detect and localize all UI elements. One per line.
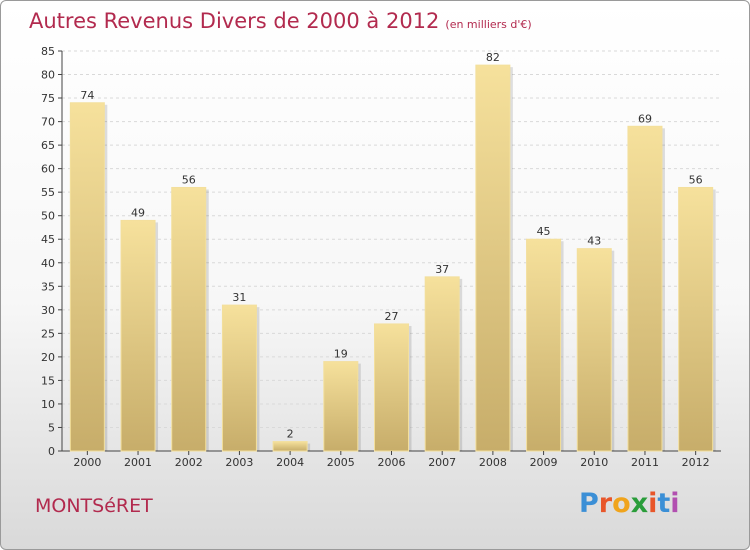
y-tick-label: 70 [41,116,55,129]
bar [120,219,156,452]
y-tick-label: 20 [41,351,55,364]
logo-letter: i [670,488,680,519]
x-tick-label: 2005 [327,456,355,469]
x-tick-label: 2008 [479,456,507,469]
data-label: 27 [385,310,399,323]
y-tick-label: 85 [41,45,55,58]
bar [272,441,308,452]
bar [627,125,663,452]
chart-title: Autres Revenus Divers de 2000 à 2012 (en … [29,9,532,33]
bar [475,64,511,452]
y-tick-label: 75 [41,92,55,105]
y-tick-label: 25 [41,327,55,340]
x-tick-label: 2007 [428,456,456,469]
y-tick-label: 50 [41,210,55,223]
logo-letter: t [657,488,671,519]
bar [576,248,612,452]
bar [171,186,207,452]
x-tick-label: 2012 [682,456,710,469]
data-label: 74 [80,89,94,102]
title-unit: (en milliers d'€) [445,18,532,31]
y-tick-label: 35 [41,280,55,293]
y-tick-label: 55 [41,186,55,199]
data-label: 43 [587,235,601,248]
data-label: 19 [334,348,348,361]
title-text: Autres Revenus Divers de 2000 à 2012 [29,9,440,33]
data-label: 37 [435,263,449,276]
x-tick-label: 2006 [378,456,406,469]
y-tick-label: 65 [41,139,55,152]
x-tick-label: 2003 [225,456,253,469]
y-tick-label: 15 [41,374,55,387]
logo-letter: i [648,488,658,519]
x-tick-label: 2010 [580,456,608,469]
y-tick-label: 0 [48,445,55,458]
data-label: 2 [287,428,294,441]
x-tick-label: 2004 [276,456,304,469]
data-label: 56 [689,173,703,186]
x-tick-label: 2011 [631,456,659,469]
x-tick-label: 2002 [175,456,203,469]
data-label: 45 [537,225,551,238]
bar [221,304,257,452]
data-label: 31 [232,291,246,304]
bar [424,276,460,452]
y-tick-label: 5 [48,421,55,434]
y-tick-label: 10 [41,398,55,411]
logo-letter: r [598,488,613,519]
data-label: 49 [131,206,145,219]
bar [374,323,409,452]
bar [323,361,359,452]
y-tick-label: 30 [41,304,55,317]
x-tick-label: 2001 [124,456,152,469]
bar [69,102,105,452]
data-label: 56 [182,173,196,186]
x-tick-label: 2000 [73,456,101,469]
y-tick-label: 45 [41,233,55,246]
bar [678,186,714,452]
data-label: 69 [638,112,652,125]
logo-letter: x [630,488,649,519]
logo-letter: o [612,488,631,519]
commune-name: MONTSéRET [35,495,153,517]
proxiti-logo: Proxiti [579,488,680,519]
x-tick-label: 2009 [530,456,558,469]
y-tick-label: 40 [41,257,55,270]
y-tick-label: 80 [41,69,55,82]
y-tick-label: 60 [41,163,55,176]
bar [526,238,562,452]
data-label: 82 [486,51,500,64]
logo-letter: P [579,488,599,519]
